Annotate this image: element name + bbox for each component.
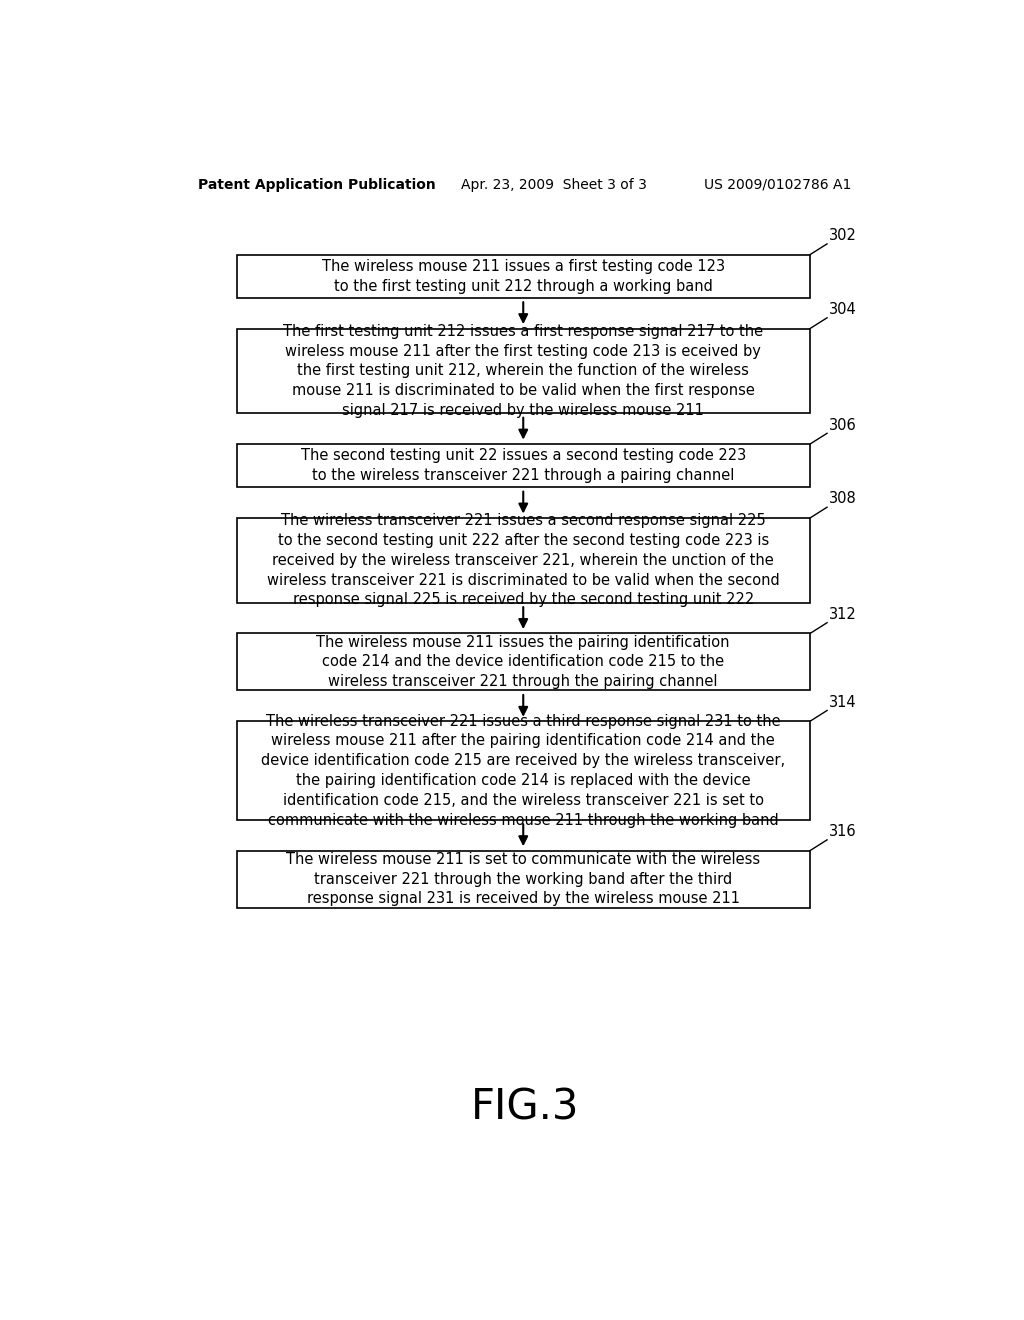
Text: 316: 316 [828, 824, 856, 840]
Text: 308: 308 [828, 491, 856, 507]
Text: Patent Application Publication: Patent Application Publication [198, 178, 435, 191]
Text: The second testing unit 22 issues a second testing code 223
to the wireless tran: The second testing unit 22 issues a seco… [301, 449, 745, 483]
Text: The wireless transceiver 221 issues a third response signal 231 to the
wireless : The wireless transceiver 221 issues a th… [261, 714, 785, 828]
Text: 312: 312 [828, 607, 856, 622]
Text: US 2009/0102786 A1: US 2009/0102786 A1 [705, 178, 852, 191]
Bar [237, 255, 810, 298]
Bar [237, 329, 810, 413]
Text: 314: 314 [828, 694, 856, 710]
Text: 304: 304 [828, 302, 856, 317]
Text: Apr. 23, 2009  Sheet 3 of 3: Apr. 23, 2009 Sheet 3 of 3 [461, 178, 647, 191]
Text: The wireless mouse 211 issues the pairing identification
code 214 and the device: The wireless mouse 211 issues the pairin… [316, 635, 730, 689]
Text: 306: 306 [828, 417, 856, 433]
Text: The wireless mouse 211 is set to communicate with the wireless
transceiver 221 t: The wireless mouse 211 is set to communi… [286, 851, 760, 907]
Text: FIG.3: FIG.3 [471, 1086, 579, 1129]
Bar [237, 444, 810, 487]
Text: 302: 302 [828, 228, 856, 243]
Bar [237, 517, 810, 603]
Bar [237, 850, 810, 908]
Text: The first testing unit 212 issues a first response signal 217 to the
wireless mo: The first testing unit 212 issues a firs… [284, 323, 763, 418]
Text: The wireless mouse 211 issues a first testing code 123
to the first testing unit: The wireless mouse 211 issues a first te… [322, 259, 725, 293]
Text: The wireless transceiver 221 issues a second response signal 225
to the second t: The wireless transceiver 221 issues a se… [267, 513, 779, 607]
Bar [237, 634, 810, 690]
Bar [237, 721, 810, 820]
